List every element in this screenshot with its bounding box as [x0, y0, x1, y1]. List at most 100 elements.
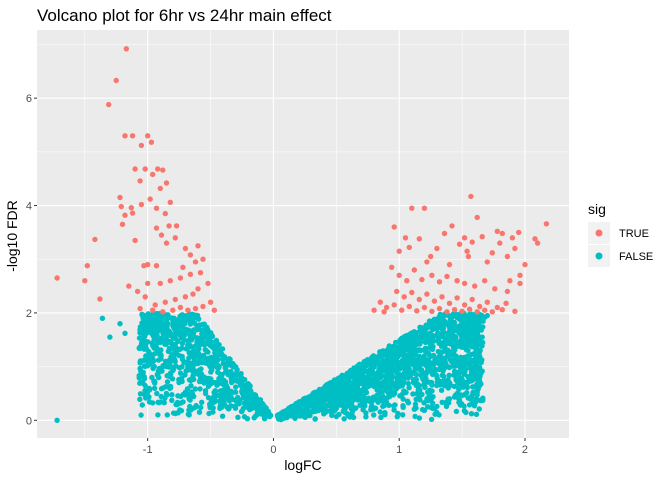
data-point-false [177, 323, 183, 330]
data-point-true [456, 241, 463, 247]
data-point-false [402, 362, 408, 369]
data-point-false [424, 325, 430, 331]
data-point-false [308, 401, 314, 407]
data-point-false [150, 400, 156, 406]
data-point-true [137, 305, 143, 312]
data-point-true [459, 308, 465, 314]
data-point-false [207, 333, 213, 339]
data-point-false [343, 402, 349, 408]
data-point-false [459, 315, 466, 321]
data-point-false [383, 353, 390, 359]
data-point-false [449, 323, 455, 330]
data-point-true [482, 307, 488, 313]
data-point-false [474, 368, 481, 374]
data-point-false [328, 379, 335, 386]
data-point-false [174, 399, 181, 406]
data-point-false [450, 311, 456, 317]
data-point-true [461, 235, 468, 241]
data-point-true [150, 171, 156, 178]
data-point-false [376, 362, 382, 368]
data-point-true [142, 294, 148, 300]
data-point-false [412, 366, 419, 372]
data-point-false [138, 412, 144, 418]
data-point-false [432, 411, 438, 417]
data-point-false [184, 328, 190, 334]
data-point-false [212, 363, 218, 369]
data-point-false [179, 353, 185, 360]
data-point-true [128, 205, 134, 211]
data-point-true [211, 307, 217, 313]
data-point-false [186, 343, 193, 350]
data-point-false [471, 329, 478, 335]
data-point-true [119, 221, 126, 227]
data-point-true [482, 278, 488, 284]
data-point-false [171, 345, 177, 351]
data-point-false [452, 335, 458, 341]
data-point-true [155, 166, 161, 172]
data-point-false [217, 403, 223, 409]
data-point-false [177, 370, 184, 376]
data-point-false [482, 314, 488, 320]
data-point-false [202, 388, 209, 394]
data-point-false [400, 403, 406, 409]
data-point-true [145, 133, 151, 139]
data-point-false [437, 349, 443, 355]
data-point-false [141, 363, 148, 369]
data-point-false [172, 321, 179, 327]
y-tick-label: 6 [26, 93, 32, 105]
data-point-false [164, 392, 170, 398]
data-point-true [428, 253, 434, 260]
data-point-true [399, 307, 405, 313]
data-point-true [84, 263, 91, 269]
data-point-true [434, 245, 440, 252]
data-point-false [165, 348, 172, 355]
data-point-false [352, 378, 358, 384]
data-point-false [164, 412, 170, 418]
data-point-true [421, 304, 428, 311]
data-point-false [148, 318, 154, 324]
data-point-false [218, 351, 224, 358]
data-point-true [147, 196, 153, 202]
data-point-true [82, 278, 88, 284]
data-point-false [228, 388, 235, 395]
data-point-false [415, 390, 421, 396]
data-point-false [393, 339, 399, 346]
data-point-false [472, 324, 478, 330]
data-point-true [160, 167, 166, 173]
data-point-false [327, 403, 334, 409]
data-point-false [160, 327, 167, 334]
data-point-true [371, 307, 377, 313]
data-point-false [410, 379, 417, 386]
data-point-false [226, 398, 233, 404]
data-point-false [440, 372, 446, 378]
data-point-false [155, 312, 161, 318]
data-point-false [458, 344, 465, 350]
data-point-false [435, 380, 441, 386]
data-point-false [233, 384, 239, 390]
data-point-false [406, 366, 412, 372]
data-point-false [207, 363, 213, 369]
data-point-true [200, 303, 206, 310]
data-point-false [392, 402, 398, 408]
data-point-true [431, 298, 438, 304]
data-point-false [158, 399, 164, 405]
data-point-false [252, 413, 258, 420]
data-point-false [422, 384, 428, 391]
data-point-false [212, 356, 218, 362]
legend-label-false: FALSE [619, 251, 653, 263]
data-point-false [474, 389, 480, 395]
data-point-false [206, 410, 212, 417]
x-tick-label: 0 [270, 444, 276, 456]
data-point-true [499, 307, 505, 313]
data-point-false [336, 411, 342, 418]
data-point-true [504, 288, 511, 295]
data-point-true [129, 133, 136, 139]
data-point-false [418, 372, 424, 379]
data-point-false [165, 312, 171, 318]
data-point-false [397, 378, 403, 385]
data-point-false [451, 394, 458, 400]
data-point-true [416, 236, 422, 242]
data-point-false [313, 389, 320, 395]
data-point-true [190, 291, 196, 297]
data-point-false [343, 375, 349, 381]
